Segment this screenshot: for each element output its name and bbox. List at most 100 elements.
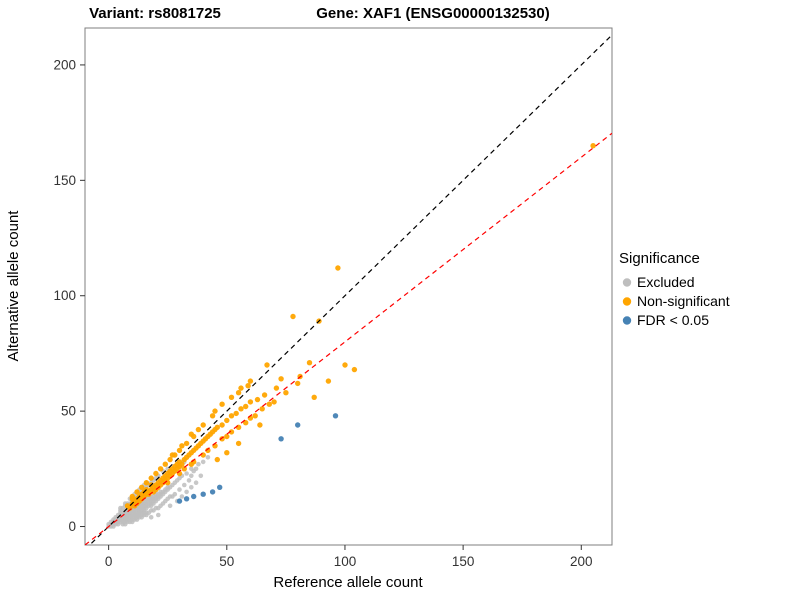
point-non-significant: [252, 413, 258, 419]
point-non-significant: [153, 470, 159, 477]
point-non-significant: [188, 431, 194, 437]
point-non-significant: [212, 408, 218, 414]
point-excluded: [184, 471, 189, 476]
point-non-significant: [235, 440, 242, 447]
y-axis-tick-label: 100: [53, 288, 76, 303]
legend-item-label: Excluded: [637, 274, 695, 290]
point-excluded: [186, 478, 192, 483]
point-non-significant: [169, 452, 176, 458]
point-excluded: [205, 455, 211, 460]
point-non-significant: [228, 394, 235, 400]
point-non-significant: [139, 484, 145, 490]
point-excluded: [182, 482, 187, 488]
point-non-significant: [238, 406, 244, 412]
x-axis-tick-label: 50: [219, 554, 234, 569]
point-non-significant: [214, 456, 220, 463]
point-non-significant: [247, 378, 254, 384]
point-excluded: [177, 487, 182, 492]
point-non-significant: [165, 480, 171, 486]
point-non-significant: [195, 426, 202, 433]
point-non-significant: [264, 362, 270, 368]
point-non-significant: [325, 378, 332, 384]
point-fdr: [183, 496, 190, 502]
plot-panel: [84, 27, 613, 546]
legend: Excluded Non-significant FDR < 0.05: [622, 274, 730, 328]
y-axis-tick-label: 150: [53, 173, 76, 188]
y-axis-tick-label: 200: [53, 57, 76, 72]
point-fdr: [200, 491, 206, 497]
legend-title: Significance: [619, 250, 700, 267]
point-non-significant: [200, 452, 206, 458]
point-non-significant: [205, 447, 211, 454]
point-non-significant: [290, 313, 296, 320]
point-fdr: [176, 498, 183, 504]
point-non-significant: [247, 399, 254, 405]
point-non-significant: [183, 440, 190, 447]
point-non-significant: [224, 417, 230, 424]
point-non-significant: [129, 493, 135, 500]
point-fdr: [217, 484, 223, 490]
point-non-significant: [179, 443, 185, 449]
point-excluded: [167, 503, 173, 509]
point-non-significant: [235, 390, 242, 396]
legend-item-label: FDR < 0.05: [637, 312, 709, 328]
point-non-significant: [278, 376, 284, 382]
point-excluded: [196, 461, 201, 467]
point-fdr: [191, 493, 197, 500]
point-fdr: [332, 413, 339, 419]
point-excluded: [179, 494, 185, 499]
point-non-significant: [233, 410, 239, 417]
legend-item-label: Non-significant: [637, 293, 730, 309]
point-non-significant: [219, 422, 225, 428]
point-non-significant: [243, 420, 249, 426]
reference-lines: [85, 34, 612, 545]
point-non-significant: [283, 390, 289, 396]
point-non-significant: [181, 466, 187, 472]
point-non-significant: [259, 406, 265, 412]
point-non-significant: [271, 399, 277, 405]
point-non-significant: [214, 424, 220, 430]
point-non-significant: [335, 265, 341, 271]
point-excluded: [200, 459, 206, 465]
legend-key-2: [622, 316, 632, 325]
y-axis-tick-label: 0: [68, 519, 76, 534]
point-excluded: [148, 515, 154, 520]
point-non-significant: [306, 360, 313, 366]
point-excluded: [189, 473, 194, 479]
point-non-significant: [167, 456, 173, 463]
point-non-significant: [143, 480, 150, 486]
x-axis-tick-label: 0: [105, 554, 113, 569]
point-non-significant: [295, 380, 301, 387]
point-non-significant: [590, 143, 596, 149]
identity-line: [88, 34, 612, 545]
point-non-significant: [273, 385, 280, 391]
point-non-significant: [179, 461, 185, 467]
point-fdr: [295, 422, 301, 428]
point-non-significant: [176, 447, 183, 454]
point-non-significant: [209, 413, 216, 419]
point-excluded: [198, 473, 204, 479]
y-axis-title: Alternative allele count: [5, 210, 22, 362]
point-non-significant: [342, 362, 348, 368]
point-excluded: [193, 480, 199, 486]
point-non-significant: [266, 401, 272, 407]
point-non-significant: [351, 366, 358, 373]
scatter-points: [106, 143, 596, 529]
point-non-significant: [238, 385, 244, 391]
variant-title: Variant: rs8081725: [89, 5, 221, 22]
point-non-significant: [235, 424, 242, 430]
legend-key-0: [622, 278, 632, 287]
axes: 0 50 100 150 200 0 50 100 150 200: [53, 57, 592, 569]
x-axis-tick-label: 150: [452, 554, 475, 569]
y-axis-tick-label: 50: [61, 404, 76, 419]
point-non-significant: [162, 461, 168, 467]
point-non-significant: [243, 403, 249, 410]
point-non-significant: [228, 429, 235, 435]
point-excluded: [156, 512, 161, 518]
x-axis-tick-label: 200: [570, 554, 593, 569]
regression-line: [85, 132, 612, 545]
point-non-significant: [224, 433, 230, 440]
point-non-significant: [257, 422, 263, 428]
point-non-significant: [224, 450, 230, 456]
